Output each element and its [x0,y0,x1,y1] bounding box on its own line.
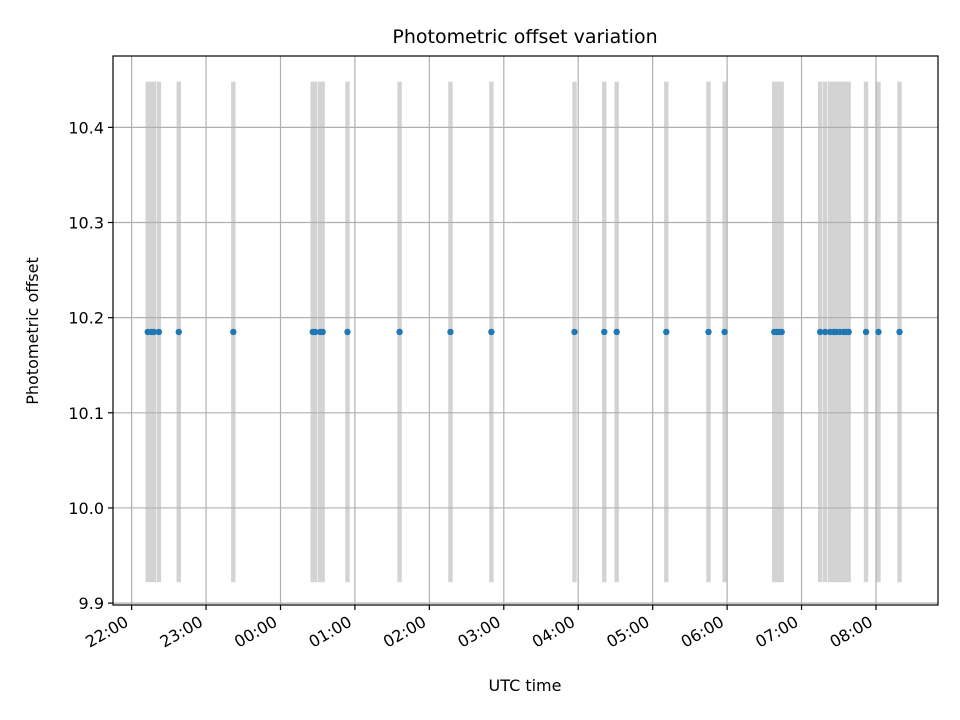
x-tick-label: 04:00 [529,612,578,652]
data-point-10 [319,328,326,336]
data-point-20 [721,328,728,336]
y-tick-label: 9.9 [79,594,104,613]
y-axis: 9.9 10.0 10.1 10.2 10.3 10.4 [68,118,113,613]
x-tick-label: 23:00 [157,612,206,652]
data-point-17 [613,328,620,336]
data-point-13 [447,328,454,336]
x-tick-label: 08:00 [827,612,876,652]
data-point-26 [821,328,829,336]
data-point-14 [488,328,495,336]
observation-spans [145,81,902,583]
y-tick-label: 10.2 [68,309,104,328]
grid [113,56,938,605]
data-point-25 [816,328,824,336]
data-point-12 [396,328,403,336]
y-tick-label: 10.4 [68,118,104,137]
data-point-15 [571,328,578,336]
data-point-24 [778,328,785,336]
x-tick-label: 06:00 [678,612,727,652]
data-point-6 [230,328,237,336]
data-point-3 [150,328,158,336]
x-axis-label: UTC time [489,676,562,695]
x-tick-label: 01:00 [305,612,354,652]
x-tick-label: 05:00 [603,612,652,652]
data-point-5 [175,328,182,336]
chart-title: Photometric offset variation [392,26,657,48]
plot-frame [112,55,939,606]
x-tick-label: 00:00 [231,612,280,652]
y-tick-label: 10.0 [68,499,104,518]
x-tick-label: 22:00 [82,612,131,652]
x-tick-label: 02:00 [380,612,429,652]
y-tick-label: 10.1 [68,404,104,423]
data-point-18 [663,328,670,336]
data-point-19 [705,328,712,336]
data-point-16 [601,328,608,336]
y-tick-label: 10.3 [68,214,104,233]
x-tick-label: 03:00 [454,612,503,652]
data-point-36 [896,328,903,336]
x-axis: 22:00 23:00 00:00 01:00 02:00 03:00 04:00 05:00… [82,605,877,652]
data-point-8 [312,328,319,336]
x-tick-label: 07:00 [752,612,801,652]
data-point-35 [875,328,882,336]
data-point-33 [845,328,852,336]
data-point-4 [155,328,163,336]
data-point-34 [862,328,870,336]
data-point-11 [344,328,351,336]
y-axis-label: Photometric offset [23,257,42,405]
data-points [144,328,903,336]
